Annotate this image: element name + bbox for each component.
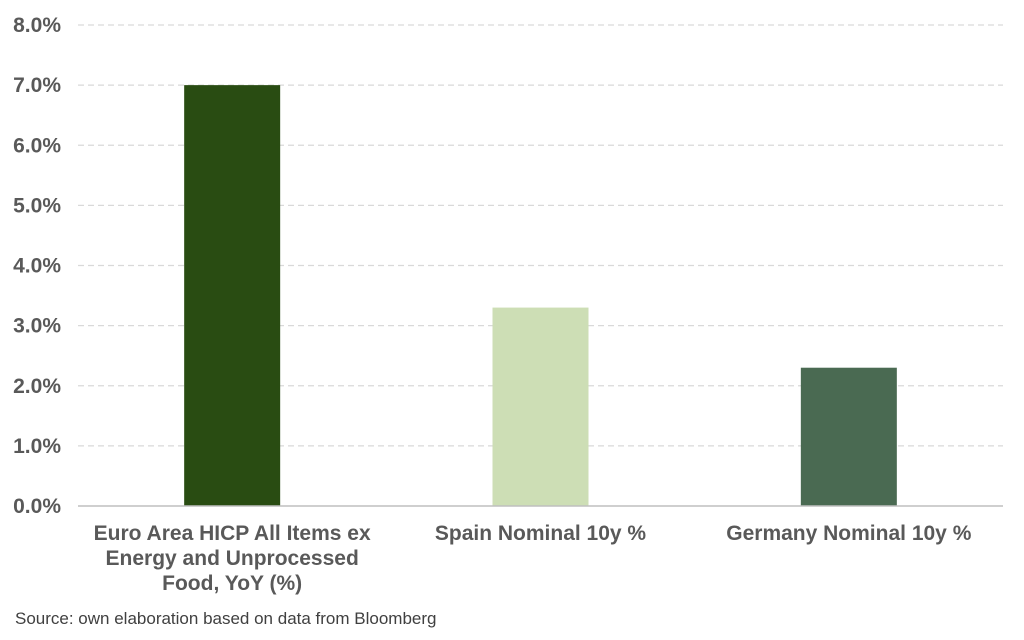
y-tick-label: 0.0% (13, 495, 61, 518)
x-category-label: Food, YoY (%) (162, 572, 302, 595)
bar (492, 307, 589, 506)
bar (184, 85, 281, 506)
source-note: Source: own elaboration based on data fr… (15, 609, 437, 628)
y-tick-label: 2.0% (13, 375, 61, 398)
y-axis: 0.0% 1.0% 2.0% 3.0% 4.0% 5.0% 6.0% 7.0% 8.0% (13, 14, 61, 518)
x-category-label: Germany Nominal 10y % (726, 522, 971, 545)
y-tick-label: 3.0% (13, 315, 61, 338)
bars (184, 85, 897, 506)
y-tick-label: 6.0% (13, 134, 61, 157)
y-tick-label: 5.0% (13, 194, 61, 217)
x-category-label: Spain Nominal 10y % (435, 522, 647, 545)
bar (800, 367, 897, 506)
y-tick-label: 4.0% (13, 255, 61, 278)
y-tick-label: 1.0% (13, 435, 61, 458)
y-tick-label: 7.0% (13, 74, 61, 97)
x-category-label: Energy and Unprocessed (106, 547, 359, 570)
x-category-label: Euro Area HICP All Items ex (94, 522, 371, 545)
y-tick-label: 8.0% (13, 14, 61, 37)
